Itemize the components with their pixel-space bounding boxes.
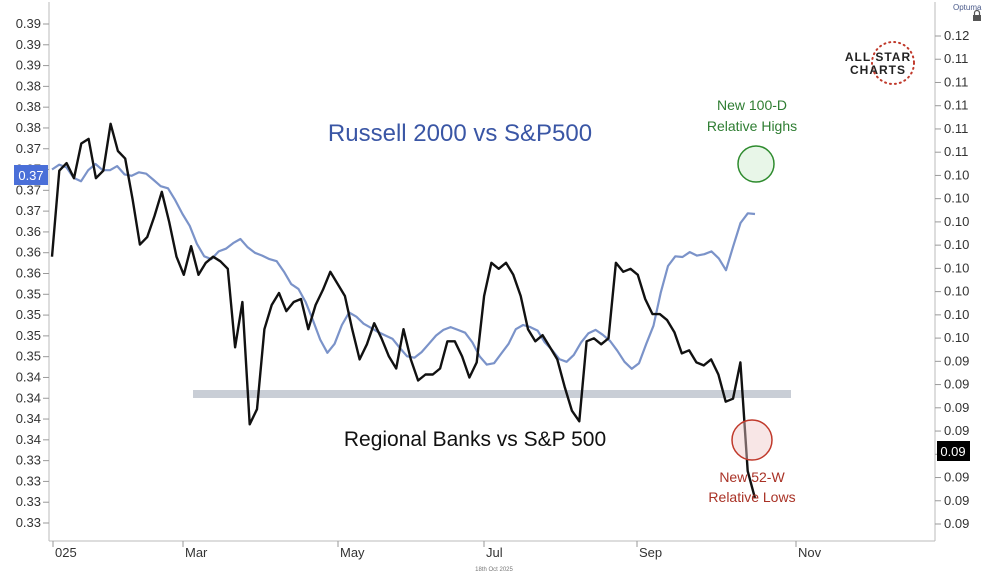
new-low-label-line1: New 52-W (719, 469, 785, 485)
new-high-label-line1: New 100-D (717, 97, 787, 113)
right-tick-label: 0.10 (944, 237, 969, 252)
x-tick-label: Mar (185, 545, 208, 560)
left-tick-label: 0.33 (16, 453, 41, 468)
series-line-russell-2000-vs-sp500 (51, 162, 756, 370)
left-tick-label: 0.34 (16, 432, 41, 447)
left-tick-label: 0.34 (16, 411, 41, 426)
left-tick-label: 0.38 (16, 120, 41, 135)
left-axis-ticks: 0.390.390.390.380.380.380.370.370.370.37… (16, 16, 49, 530)
right-tick-label: 0.10 (944, 330, 969, 345)
right-last-value-badge: 0.09 (937, 441, 970, 461)
right-tick-label: 0.09 (944, 423, 969, 438)
right-tick-label: 0.10 (944, 167, 969, 182)
right-last-value-text: 0.09 (940, 444, 965, 459)
left-tick-label: 0.36 (16, 224, 41, 239)
series-line-regional-banks-vs-sp500 (50, 122, 757, 499)
right-tick-label: 0.10 (944, 284, 969, 299)
left-tick-label: 0.36 (16, 266, 41, 281)
left-tick-label: 0.37 (16, 141, 41, 156)
left-tick-label: 0.34 (16, 390, 41, 405)
left-tick-label: 0.33 (16, 515, 41, 530)
banks-series-label: Regional Banks vs S&P 500 (344, 428, 606, 451)
left-tick-label: 0.39 (16, 37, 41, 52)
left-tick-label: 0.37 (16, 203, 41, 218)
right-tick-label: 0.09 (944, 516, 969, 531)
logo-text-line1: ALL STAR (845, 50, 911, 64)
left-tick-label: 0.38 (16, 78, 41, 93)
left-tick-label: 0.36 (16, 245, 41, 260)
x-tick-label: Sep (639, 545, 662, 560)
right-tick-label: 0.10 (944, 260, 969, 275)
left-tick-label: 0.35 (16, 307, 41, 322)
new-high-label-line2: Relative Highs (707, 118, 797, 134)
right-tick-label: 0.09 (944, 353, 969, 368)
left-tick-label: 0.35 (16, 349, 41, 364)
left-tick-label: 0.39 (16, 58, 41, 73)
right-tick-label: 0.10 (944, 307, 969, 322)
left-last-value-text: 0.37 (18, 168, 43, 183)
x-tick-label: Nov (798, 545, 822, 560)
left-tick-label: 0.33 (16, 494, 41, 509)
left-last-value-badge: 0.37 (14, 165, 48, 185)
support-band (193, 390, 791, 398)
left-tick-label: 0.33 (16, 473, 41, 488)
right-tick-label: 0.11 (944, 121, 968, 136)
left-tick-label: 0.35 (16, 286, 41, 301)
right-tick-label: 0.11 (944, 98, 968, 113)
left-tick-label: 0.35 (16, 328, 41, 343)
right-tick-label: 0.11 (944, 51, 968, 66)
x-tick-label: 025 (55, 545, 77, 560)
right-tick-label: 0.12 (944, 28, 969, 43)
x-tick-label: May (340, 545, 365, 560)
left-tick-label: 0.39 (16, 16, 41, 31)
right-tick-label: 0.10 (944, 214, 969, 229)
left-tick-label: 0.34 (16, 369, 41, 384)
logo-text-line2: CHARTS (850, 63, 906, 77)
right-tick-label: 0.09 (944, 400, 969, 415)
russell-series-label: Russell 2000 vs S&P500 (328, 120, 592, 147)
x-axis-ticks: 025 Mar May Jul Sep Nov (52, 541, 822, 560)
logo-star-ring (871, 41, 915, 85)
right-tick-label: 0.11 (944, 144, 968, 159)
right-tick-label: 0.09 (944, 493, 969, 508)
left-tick-label: 0.38 (16, 99, 41, 114)
right-tick-label: 0.09 (944, 470, 969, 485)
right-tick-label: 0.09 (944, 377, 969, 392)
lock-icon (973, 9, 981, 21)
right-tick-label: 0.11 (944, 74, 968, 89)
new-high-circle (737, 145, 775, 183)
x-tick-label: Jul (486, 545, 503, 560)
footer-date: 18th Oct 2025 (475, 567, 513, 573)
left-tick-label: 0.37 (16, 182, 41, 197)
new-low-label-line2: Relative Lows (708, 489, 795, 505)
right-tick-label: 0.10 (944, 191, 969, 206)
all-star-charts-logo: ALL STAR CHARTS (845, 41, 915, 85)
optuma-watermark: Optuma (953, 3, 982, 12)
new-low-circle (731, 419, 773, 461)
